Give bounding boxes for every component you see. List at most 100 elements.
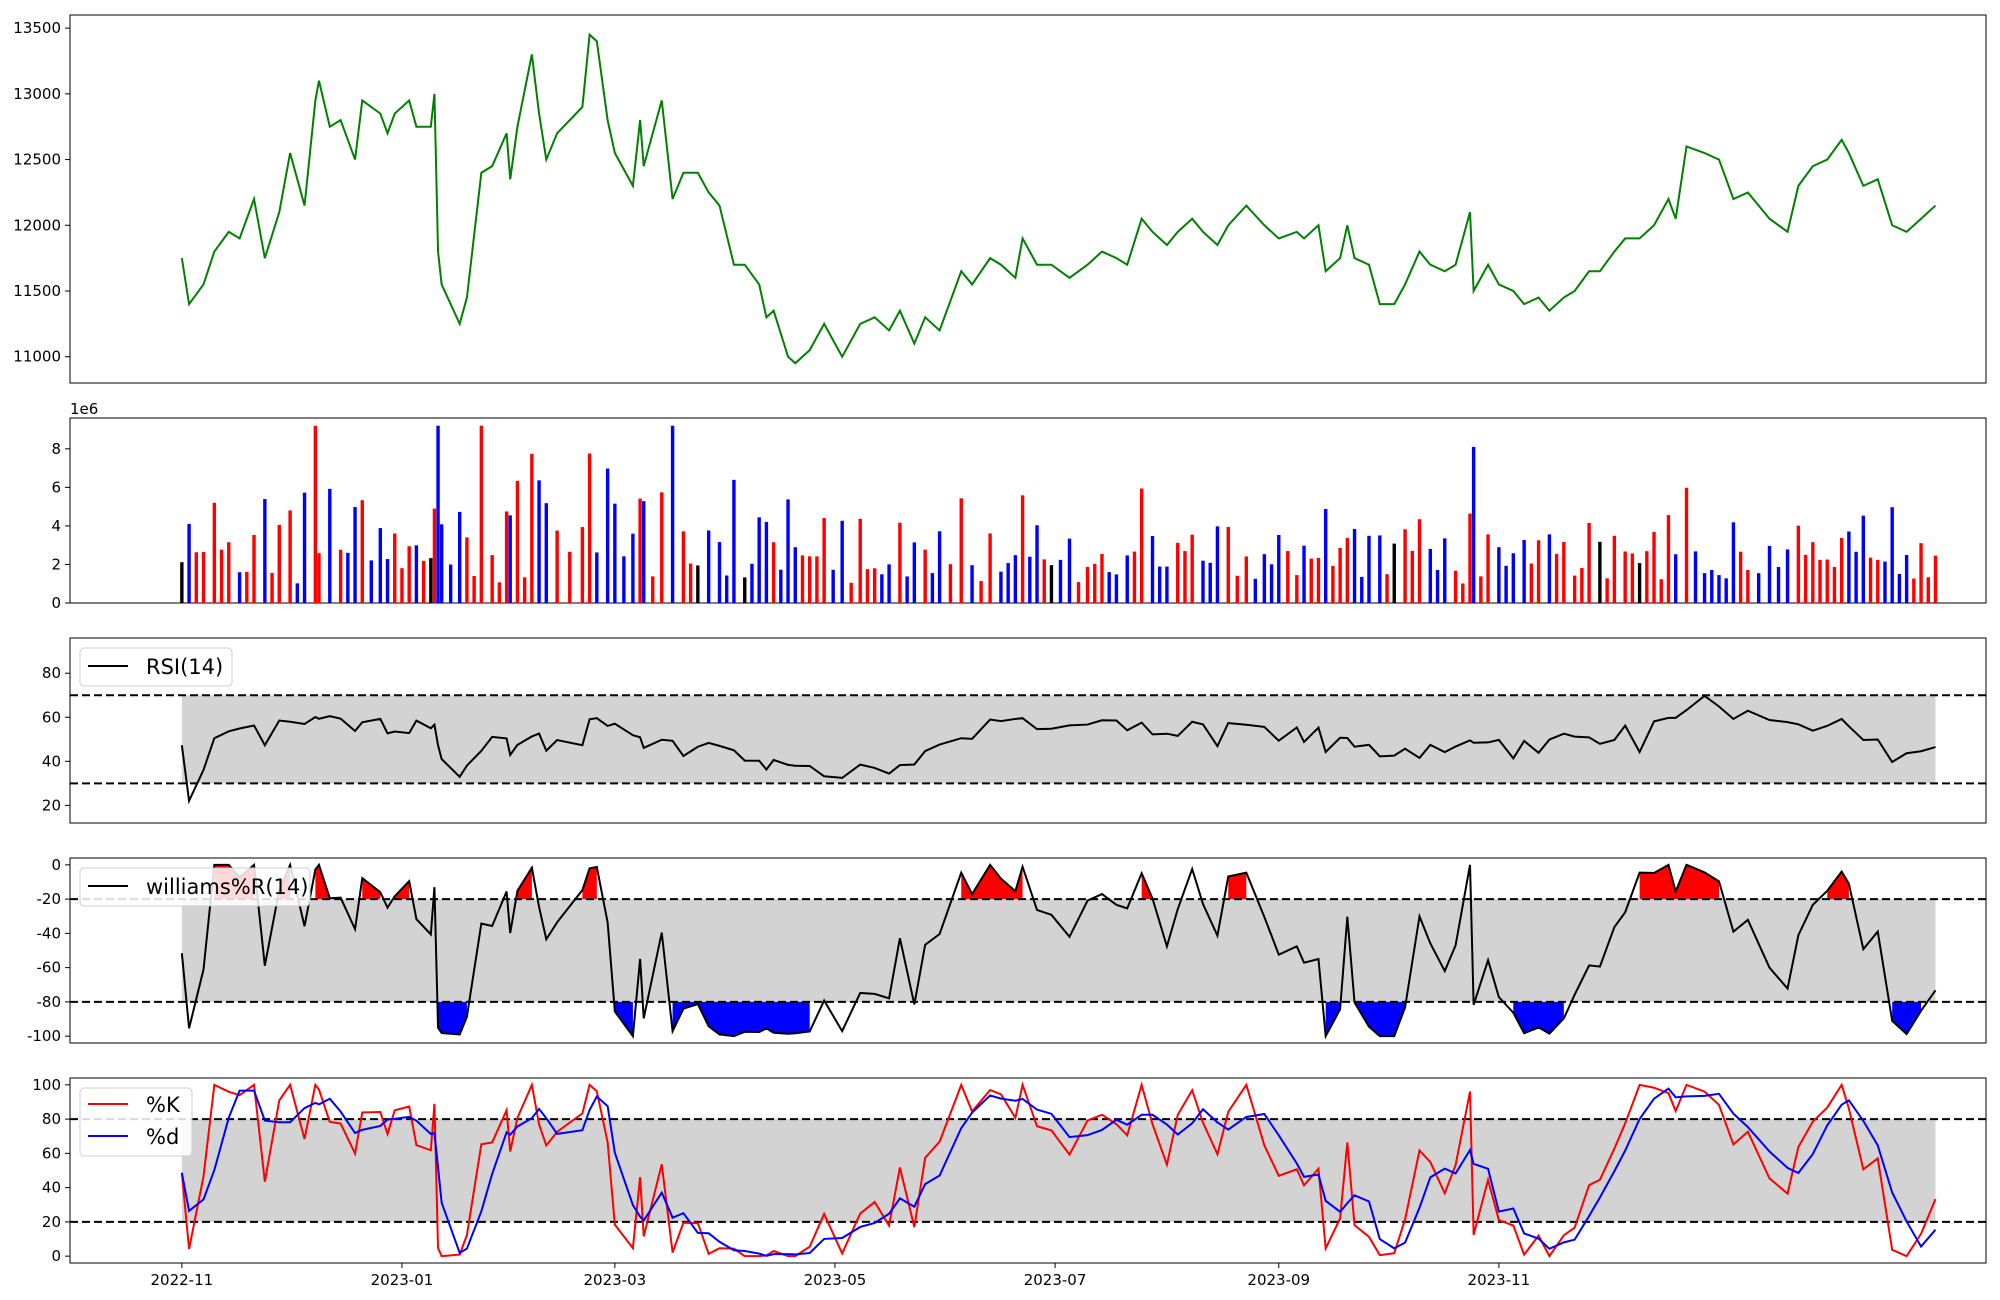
volume-bar bbox=[1630, 553, 1635, 603]
volume-bar bbox=[302, 492, 307, 603]
volume-bar bbox=[1832, 567, 1837, 603]
williams-r-y-tick-label: -100 bbox=[27, 1027, 61, 1045]
volume-bar bbox=[1673, 554, 1678, 603]
volume-bar bbox=[1190, 534, 1194, 603]
williams-r-extreme-fill bbox=[1513, 1001, 1564, 1034]
volume-bar bbox=[1868, 557, 1873, 603]
rsi-y-ticks: 20 40 60 80 bbox=[42, 664, 70, 814]
volume-bar bbox=[1876, 559, 1880, 603]
rsi-line bbox=[180, 694, 1936, 805]
x-axis-ticks: 2022-11 2023-01 2023-03 2023-05 2023-07 2023-… bbox=[151, 1263, 1530, 1289]
volume-bar bbox=[187, 523, 191, 603]
volume-bar bbox=[605, 468, 610, 603]
volume-bar bbox=[504, 511, 509, 603]
volume-bar bbox=[696, 565, 700, 603]
volume-bar bbox=[807, 556, 812, 603]
volume-panel: 1e6 0 2 4 6 8 bbox=[51, 400, 1987, 612]
volume-bar bbox=[1637, 563, 1642, 603]
volume-bar bbox=[1605, 578, 1609, 603]
price-y-tick-label: 11500 bbox=[13, 282, 61, 300]
volume-bar bbox=[1443, 538, 1447, 603]
price-y-tick-label: 13000 bbox=[13, 85, 61, 103]
volume-bar bbox=[317, 553, 321, 603]
volume-bar bbox=[1262, 554, 1267, 603]
volume-bar bbox=[1710, 569, 1714, 603]
rsi-neutral-band bbox=[181, 695, 1936, 784]
rsi-legend: RSI(14) bbox=[79, 647, 233, 687]
williams-r-axes-frame bbox=[69, 857, 1987, 1044]
volume-bar bbox=[414, 545, 419, 603]
volume-y-tick-label: 0 bbox=[51, 594, 61, 612]
volume-bar bbox=[1890, 507, 1894, 603]
volume-y-tick-label: 6 bbox=[51, 478, 61, 496]
volume-bar bbox=[1302, 545, 1306, 603]
volume-bar bbox=[1453, 570, 1458, 603]
volume-bar bbox=[1215, 526, 1220, 603]
volume-bar bbox=[328, 488, 332, 603]
volume-bar bbox=[1035, 525, 1039, 603]
volume-bar bbox=[1702, 573, 1707, 603]
volume-bar bbox=[706, 530, 711, 603]
volume-bar bbox=[400, 568, 404, 603]
volume-bar bbox=[1883, 561, 1887, 603]
williams-r-legend-label: williams%R(14) bbox=[146, 875, 308, 899]
volume-bar bbox=[872, 568, 877, 603]
williams-r-line bbox=[180, 861, 1937, 1040]
x-tick-label: 2023-09 bbox=[1247, 1271, 1310, 1289]
volume-bar bbox=[1058, 559, 1063, 603]
volume-bar bbox=[1367, 535, 1371, 603]
volume-bar bbox=[1049, 565, 1054, 603]
volume-bar bbox=[779, 569, 783, 603]
volume-bar bbox=[1150, 536, 1155, 603]
volume-bar bbox=[1693, 551, 1698, 603]
volume-bar bbox=[1403, 529, 1407, 603]
price-y-tick-label: 13500 bbox=[13, 19, 61, 37]
volume-bar bbox=[313, 425, 318, 603]
x-tick-label: 2022-11 bbox=[151, 1271, 214, 1289]
volume-bar bbox=[252, 534, 256, 603]
stochastic-panel: 0 20 40 60 80 100 %K %d bbox=[32, 1076, 1987, 1265]
volume-bar bbox=[490, 555, 494, 603]
volume-bar bbox=[1933, 555, 1938, 603]
volume-bar bbox=[1378, 535, 1382, 603]
williams-r-panel: 0 -20 -40 -60 -80 -100 williams%R(14) bbox=[27, 856, 1987, 1045]
volume-bar bbox=[346, 552, 350, 603]
volume-y-tick-label: 2 bbox=[51, 555, 61, 573]
volume-bar bbox=[631, 533, 635, 603]
volume-bar bbox=[1486, 534, 1490, 603]
volume-bar bbox=[1020, 495, 1025, 603]
stochastic-neutral-band bbox=[181, 1119, 1936, 1222]
williams-r-extreme-fill bbox=[1639, 864, 1719, 900]
volume-bar bbox=[1253, 578, 1258, 603]
stochastic-k-legend-label: %K bbox=[146, 1093, 181, 1117]
volume-bar bbox=[1803, 554, 1808, 603]
volume-bar bbox=[725, 575, 729, 603]
volume-bar bbox=[1309, 558, 1313, 603]
volume-bar bbox=[295, 583, 300, 603]
volume-bar bbox=[1580, 568, 1584, 603]
rsi-panel: 20 40 60 80 RSI(14) bbox=[42, 637, 1987, 824]
stochastic-y-tick-label: 0 bbox=[51, 1247, 61, 1265]
volume-bar bbox=[732, 479, 736, 603]
volume-bar bbox=[613, 503, 617, 603]
volume-bar bbox=[1286, 550, 1290, 603]
williams-r-y-ticks: 0 -20 -40 -60 -80 -100 bbox=[27, 856, 70, 1045]
price-y-tick-label: 11000 bbox=[13, 348, 61, 366]
price-y-ticks: 11000 11500 12000 12500 13000 13500 bbox=[13, 19, 70, 366]
stochastic-y-tick-label: 40 bbox=[42, 1179, 61, 1197]
volume-bar bbox=[227, 542, 231, 603]
volume-bar bbox=[764, 521, 769, 603]
volume-bar bbox=[1295, 575, 1299, 603]
volume-bar bbox=[1093, 563, 1097, 603]
volume-bar bbox=[1125, 555, 1129, 603]
volume-bar bbox=[1269, 564, 1274, 603]
williams-r-extreme-fill bbox=[517, 867, 532, 900]
volume-bar bbox=[1623, 551, 1627, 603]
volume-y-tick-label: 8 bbox=[51, 440, 61, 458]
volume-bar bbox=[219, 549, 224, 603]
volume-bar bbox=[530, 453, 534, 603]
volume-bar bbox=[1511, 553, 1516, 603]
stochastic-legend: %K %d bbox=[79, 1087, 193, 1157]
volume-bar bbox=[1847, 531, 1851, 603]
